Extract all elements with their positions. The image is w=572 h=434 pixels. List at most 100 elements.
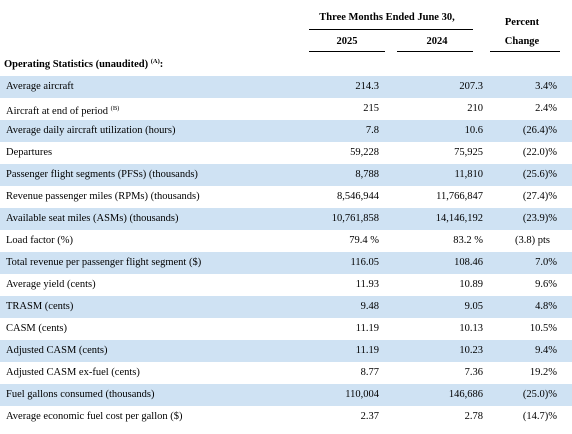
percent-change: (14.7)% (523, 406, 557, 428)
value-2024: 10.13 (459, 323, 483, 334)
table-row: Departures 59,228 75,925 (22.0)% (0, 142, 572, 164)
row-label: TRASM (cents) (6, 296, 73, 318)
percent-change: 4.8 % (535, 296, 557, 318)
row-label: Adjusted CASM (cents) (6, 340, 108, 362)
row-shading (0, 120, 572, 142)
table-row: Aircraft at end of period (B) 215 210 2.4 % (0, 98, 572, 120)
percent-change-suffix: % (548, 103, 557, 114)
percent-change-suffix: % (548, 279, 557, 290)
row-shading (0, 340, 572, 362)
percent-change: 9.4 % (535, 340, 557, 362)
value-2024: 14,146,192 (435, 213, 483, 224)
percent-change: 7.0 % (535, 252, 557, 274)
row-label-text: Total revenue per passenger flight segme… (6, 257, 202, 268)
percent-change: (25.6)% (523, 164, 557, 186)
percent-change-suffix: % (548, 81, 557, 92)
row-label-text: Adjusted CASM ex-fuel (cents) (6, 367, 140, 378)
percent-change-value: 19.2 (529, 367, 549, 378)
row-label: Aircraft at end of period (B) (6, 98, 119, 123)
value-2025: 11.19 (355, 323, 379, 334)
row-label-text: Average economic fuel cost per gallon ($… (6, 411, 183, 422)
statistics-table: Average aircraft 214.3 207.3 3.4 % Aircraft … (0, 76, 572, 428)
percent-change: 2.4 % (535, 98, 557, 120)
percent-change-suffix: % (548, 345, 557, 356)
table-row: CASM (cents) 11.19 10.13 10.5 % (0, 318, 572, 340)
table-row: Total revenue per passenger flight segme… (0, 252, 572, 274)
value-2024: 207.3 (459, 81, 483, 92)
section-title: Operating Statistics (unaudited) (A): (4, 56, 163, 71)
value-2025: 11.93 (355, 279, 379, 290)
percent-change-suffix: % (548, 301, 557, 312)
section-title-text: Operating Statistics (unaudited) (4, 59, 149, 70)
value-2025: 8,546,944 (337, 191, 379, 202)
percent-change-value: (25.6) (522, 169, 549, 180)
percent-change-value: (27.4) (522, 191, 549, 202)
value-2024: 7.36 (464, 367, 483, 378)
value-2024: 9.05 (464, 301, 483, 312)
row-label: Available seat miles (ASMs) (thousands) (6, 208, 178, 230)
value-2025: 10,761,858 (331, 213, 379, 224)
percent-change-value: (22.0) (522, 147, 549, 158)
row-label-note: (B) (110, 105, 120, 112)
row-label: Average daily aircraft utilization (hour… (6, 120, 175, 142)
row-label-text: CASM (cents) (6, 323, 67, 334)
value-2024: 75,925 (454, 147, 483, 158)
percent-change: (25.0)% (523, 384, 557, 406)
table-row: Average economic fuel cost per gallon ($… (0, 406, 572, 428)
value-2025: 59,228 (350, 147, 379, 158)
year-2024-rule (397, 51, 473, 52)
percent-change: (23.9)% (523, 208, 557, 230)
value-2025: 8.77 (360, 367, 379, 378)
percent-change-value: (23.9) (522, 213, 549, 224)
percent-change-value: 4.8 (535, 301, 549, 312)
percent-change: (22.0)% (523, 142, 557, 164)
row-label-text: Average yield (cents) (6, 279, 96, 290)
percent-change-suffix: % (548, 411, 557, 422)
percent-change: (3.8) pts (515, 230, 557, 252)
row-label: Load factor (%) (6, 230, 73, 252)
table-row: Adjusted CASM (cents) 11.19 10.23 9.4 % (0, 340, 572, 362)
change-header-line1: Percent (504, 17, 540, 28)
period-header: Three Months Ended June 30, (319, 12, 455, 23)
value-2025: 214.3 (355, 81, 379, 92)
percent-change-value: 9.6 (535, 279, 549, 290)
percent-change: (27.4)% (523, 186, 557, 208)
percent-change: 19.2 % (530, 362, 557, 384)
period-header-rule (309, 29, 473, 30)
row-label: Departures (6, 142, 52, 164)
row-label-text: Departures (6, 147, 53, 158)
row-shading (0, 164, 572, 186)
row-label-text: Fuel gallons consumed (thousands) (6, 389, 155, 400)
percent-change-value: (3.8) pts (515, 235, 550, 246)
percent-change-suffix: % (548, 389, 557, 400)
value-2024: 11,766,847 (436, 191, 483, 202)
value-2025: 11.19 (355, 345, 379, 356)
value-2025: 9.48 (360, 301, 379, 312)
percent-change-suffix: % (548, 323, 557, 334)
section-title-note: (A) (150, 58, 160, 65)
table-row: Average yield (cents) 11.93 10.89 9.6 % (0, 274, 572, 296)
percent-change: (26.4)% (523, 120, 557, 142)
row-label: Average economic fuel cost per gallon ($… (6, 406, 182, 428)
year-2025-header: 2025 (336, 36, 358, 47)
percent-change-suffix: % (548, 367, 557, 378)
table-row: Available seat miles (ASMs) (thousands) 1… (0, 208, 572, 230)
table-row: Revenue passenger miles (RPMs) (thousand… (0, 186, 572, 208)
value-2024: 10.23 (459, 345, 483, 356)
row-label-text: TRASM (cents) (6, 301, 74, 312)
row-label: Revenue passenger miles (RPMs) (thousand… (6, 186, 200, 208)
row-shading (0, 76, 572, 98)
value-2024: 146,686 (448, 389, 483, 400)
percent-change-value: 2.4 (535, 103, 549, 114)
table-row: Average daily aircraft utilization (hour… (0, 120, 572, 142)
value-2024: 10.6 (464, 125, 483, 136)
percent-change-value: (26.4) (522, 125, 549, 136)
change-rule (490, 51, 560, 52)
row-shading (0, 296, 572, 318)
row-label-text: Load factor (%) (6, 235, 74, 246)
percent-change-suffix: % (548, 191, 557, 202)
percent-change-suffix: % (548, 213, 557, 224)
percent-change-value: (14.7) (522, 411, 549, 422)
value-2024: 83.2 % (453, 235, 483, 246)
